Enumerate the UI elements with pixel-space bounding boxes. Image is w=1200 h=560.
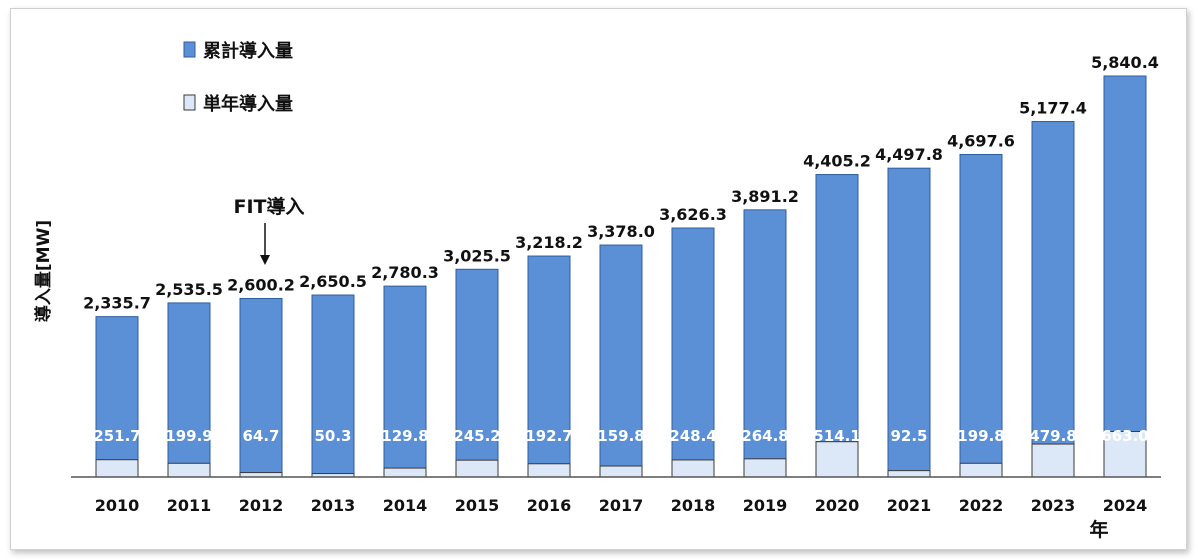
bar-annual-2015 bbox=[455, 459, 499, 478]
bar-cumulative-2015 bbox=[455, 268, 499, 478]
bar-chart: 累計導入量 単年導入量 導入量[MW] 年 FIT導入 2,335.7 251.7… bbox=[33, 40, 1161, 541]
bar-cumulative-2017 bbox=[599, 244, 643, 478]
fit-annotation-arrowhead bbox=[260, 255, 270, 265]
x-tick-label-2011: 2011 bbox=[167, 496, 212, 515]
data-label-annual-2016: 192.7 bbox=[525, 427, 572, 445]
data-label-cumulative-2018: 3,626.3 bbox=[659, 205, 727, 224]
data-label-cumulative-2012: 2,600.2 bbox=[227, 275, 295, 294]
bar-annual-2016 bbox=[527, 463, 571, 478]
data-label-annual-2021: 92.5 bbox=[890, 427, 927, 445]
x-axis-label: 年 bbox=[1089, 518, 1108, 541]
data-label-annual-2019: 264.8 bbox=[741, 427, 788, 445]
data-label-annual-2018: 248.4 bbox=[669, 427, 716, 445]
y-axis-label: 導入量[MW] bbox=[33, 220, 54, 322]
data-label-cumulative-2023: 5,177.4 bbox=[1019, 99, 1087, 118]
bars-group: 2,335.7 251.7 2,535.5 199.9 2,600.2 64.7 2,650… bbox=[83, 53, 1159, 478]
x-tick-label-2023: 2023 bbox=[1031, 496, 1076, 515]
bar-annual-2020 bbox=[815, 441, 859, 478]
data-label-annual-2012: 64.7 bbox=[242, 427, 279, 445]
data-label-annual-2017: 159.8 bbox=[597, 427, 644, 445]
data-label-annual-2020: 514.1 bbox=[813, 427, 860, 445]
bar-cumulative-2018 bbox=[671, 227, 715, 478]
x-tick-label-2021: 2021 bbox=[887, 496, 932, 515]
legend: 累計導入量 単年導入量 bbox=[183, 40, 293, 115]
x-tick-label-2024: 2024 bbox=[1103, 496, 1148, 515]
data-label-cumulative-2017: 3,378.0 bbox=[587, 222, 655, 241]
bar-cumulative-2014 bbox=[383, 285, 427, 478]
data-label-annual-2024: 663.0 bbox=[1101, 427, 1148, 445]
bar-cumulative-2010 bbox=[95, 316, 139, 478]
data-label-cumulative-2024: 5,840.4 bbox=[1091, 53, 1159, 72]
bar-cumulative-2023 bbox=[1031, 121, 1075, 478]
data-label-cumulative-2013: 2,650.5 bbox=[299, 272, 367, 291]
data-label-cumulative-2014: 2,780.3 bbox=[371, 263, 439, 282]
x-tick-label-2015: 2015 bbox=[455, 496, 500, 515]
bar-annual-2010 bbox=[95, 459, 139, 478]
data-label-cumulative-2016: 3,218.2 bbox=[515, 233, 583, 252]
bar-cumulative-2020 bbox=[815, 174, 859, 478]
x-tick-label-2020: 2020 bbox=[815, 496, 860, 515]
bar-annual-2023 bbox=[1031, 443, 1075, 478]
legend-swatch-annual bbox=[183, 94, 196, 111]
bar-cumulative-2013 bbox=[311, 294, 355, 478]
x-tick-label-2012: 2012 bbox=[239, 496, 284, 515]
x-tick-label-2014: 2014 bbox=[383, 496, 428, 515]
bar-annual-2018 bbox=[671, 459, 715, 478]
bar-annual-2011 bbox=[167, 462, 211, 478]
data-label-annual-2013: 50.3 bbox=[314, 427, 351, 445]
data-label-cumulative-2022: 4,697.6 bbox=[947, 131, 1015, 150]
x-tick-label-2016: 2016 bbox=[527, 496, 572, 515]
bar-cumulative-2011 bbox=[167, 302, 211, 478]
data-label-annual-2015: 245.2 bbox=[453, 427, 500, 445]
x-tick-label-2019: 2019 bbox=[743, 496, 788, 515]
bar-cumulative-2012 bbox=[239, 297, 283, 478]
x-axis-ticks: 2010 2011 2012 2013 2014 2015 2016 2017 2018 2019… bbox=[95, 496, 1148, 515]
bar-annual-2014 bbox=[383, 467, 427, 478]
chart-frame: 累計導入量 単年導入量 導入量[MW] 年 FIT導入 2,335.7 251.7… bbox=[10, 8, 1187, 550]
legend-label-annual: 単年導入量 bbox=[203, 93, 293, 115]
x-tick-label-2017: 2017 bbox=[599, 496, 644, 515]
x-tick-label-2018: 2018 bbox=[671, 496, 716, 515]
x-tick-label-2010: 2010 bbox=[95, 496, 140, 515]
bar-cumulative-2016 bbox=[527, 255, 571, 478]
bar-annual-2017 bbox=[599, 465, 643, 478]
x-tick-label-2022: 2022 bbox=[959, 496, 1004, 515]
data-label-cumulative-2021: 4,497.8 bbox=[875, 145, 943, 164]
bar-cumulative-2019 bbox=[743, 209, 787, 478]
data-label-cumulative-2015: 3,025.5 bbox=[443, 246, 511, 265]
data-label-annual-2022: 199.8 bbox=[957, 427, 1004, 445]
bar-annual-2019 bbox=[743, 458, 787, 478]
bar-annual-2022 bbox=[959, 462, 1003, 478]
legend-swatch-cumulative bbox=[183, 41, 196, 58]
x-tick-label-2013: 2013 bbox=[311, 496, 356, 515]
data-label-cumulative-2011: 2,535.5 bbox=[155, 280, 223, 299]
data-label-annual-2010: 251.7 bbox=[93, 427, 140, 445]
fit-annotation-label: FIT導入 bbox=[233, 195, 304, 218]
legend-label-cumulative: 累計導入量 bbox=[203, 40, 293, 62]
data-label-annual-2011: 199.9 bbox=[165, 427, 212, 445]
data-label-annual-2023: 479.8 bbox=[1029, 427, 1076, 445]
fit-annotation: FIT導入 bbox=[233, 195, 305, 265]
data-label-annual-2014: 129.8 bbox=[381, 427, 428, 445]
bar-cumulative-2024 bbox=[1103, 75, 1147, 478]
bar-annual-2021 bbox=[887, 470, 931, 478]
data-label-cumulative-2020: 4,405.2 bbox=[803, 152, 871, 171]
data-label-cumulative-2010: 2,335.7 bbox=[83, 294, 151, 313]
bar-cumulative-2022 bbox=[959, 153, 1003, 478]
data-label-cumulative-2019: 3,891.2 bbox=[731, 187, 799, 206]
